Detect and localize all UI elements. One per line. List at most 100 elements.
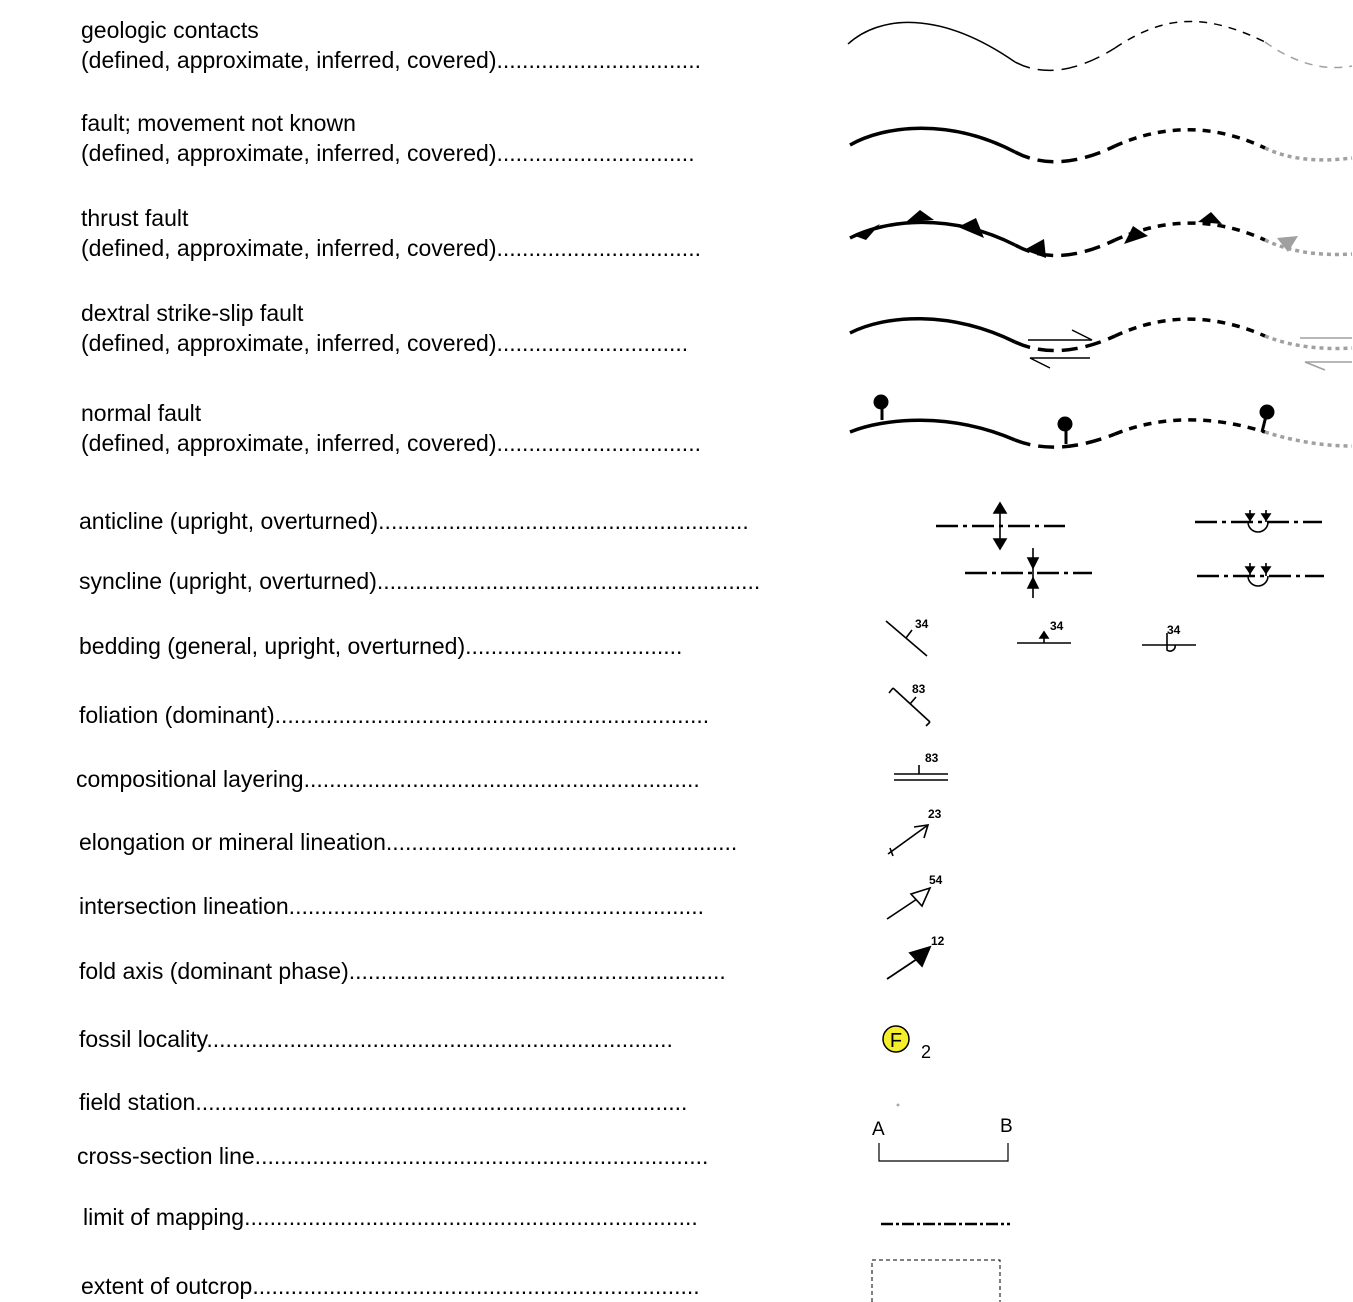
- anticline-arrows-icon: [1244, 510, 1272, 533]
- contact-approximate-line: [1014, 47, 1116, 72]
- label-fault-unknown-title: fault; movement not known: [81, 110, 356, 136]
- label-fault-unknown: fault; movement not known (defined, appr…: [81, 108, 695, 168]
- anticline-overturned-symbol: [1195, 510, 1322, 533]
- field-station-symbol: [896, 1103, 900, 1107]
- bedding-upright-symbol: 34: [1017, 619, 1071, 644]
- dextral-approximate-line: [1014, 334, 1116, 353]
- thrust-fault-symbol: [849, 210, 1353, 258]
- elongation-plunge: 23: [928, 807, 942, 821]
- label-geologic-contacts-title: geologic contacts: [81, 17, 259, 43]
- strike-slip-arrows-icon: [1028, 329, 1093, 369]
- label-dextral-fault-title: dextral strike-slip fault: [81, 300, 304, 326]
- fault-inferred-line: [1114, 128, 1266, 150]
- bedding-overturned-symbol: 34: [1142, 623, 1196, 652]
- fossil-locality-symbol: F 2: [882, 1025, 931, 1062]
- label-cross-section: cross-section line......................…: [77, 1143, 709, 1169]
- label-elongation-lineation: elongation or mineral lineation.........…: [79, 829, 738, 855]
- extent-of-outcrop-symbol: [871, 1259, 1001, 1302]
- label-bedding: bedding (general, upright, overturned)..…: [79, 633, 683, 659]
- layering-dip: 83: [925, 751, 939, 765]
- label-thrust-fault-detail: (defined, approximate, inferred, covered…: [81, 235, 701, 261]
- label-thrust-fault-title: thrust fault: [81, 205, 189, 231]
- dextral-fault-symbol: [849, 317, 1353, 371]
- normal-fault-ball-icon: [1057, 416, 1073, 444]
- foliation-dip: 83: [912, 682, 926, 696]
- thrust-teeth-icon: [1277, 236, 1298, 252]
- elongation-lineation-symbol: 23: [887, 807, 942, 857]
- label-foliation: foliation (dominant)....................…: [79, 702, 710, 728]
- fold-axis-plunge: 12: [931, 934, 945, 948]
- normal-covered-line: [1264, 430, 1353, 448]
- fault-unknown-symbol: [849, 126, 1353, 164]
- syncline-arrows-icon: [1244, 563, 1272, 587]
- syncline-arrows-icon: [1026, 548, 1040, 598]
- thrust-teeth-icon: [855, 224, 880, 240]
- thrust-teeth-icon: [1024, 239, 1046, 258]
- contact-covered-line: [1264, 41, 1353, 69]
- label-fossil-locality: fossil locality.........................…: [79, 1026, 673, 1052]
- bedding-dip-overturned: 34: [1167, 623, 1181, 637]
- label-normal-fault: normal fault (defined, approximate, infe…: [81, 398, 701, 458]
- label-dextral-fault: dextral strike-slip fault (defined, appr…: [81, 298, 688, 358]
- thrust-teeth-icon: [906, 210, 934, 222]
- thrust-covered-line: [1264, 238, 1353, 257]
- normal-approximate-line: [1014, 432, 1116, 449]
- label-syncline: syncline (upright, overturned)..........…: [79, 568, 761, 594]
- syncline-overturned-symbol: [1197, 563, 1324, 587]
- cross-section-symbol: A B: [872, 1116, 1013, 1162]
- fault-approximate-line: [1014, 144, 1116, 164]
- normal-defined-line: [849, 418, 1016, 442]
- contact-defined-line: [847, 21, 1016, 63]
- thrust-teeth-icon: [1124, 226, 1148, 244]
- label-geologic-contacts: geologic contacts (defined, approximate,…: [81, 15, 701, 75]
- thrust-teeth-icon: [1198, 212, 1222, 224]
- compositional-layering-symbol: 83: [894, 751, 948, 781]
- label-anticline: anticline (upright, overturned).........…: [79, 508, 749, 534]
- label-normal-fault-title: normal fault: [81, 400, 202, 426]
- dextral-inferred-line: [1114, 317, 1266, 338]
- geologic-contact-symbol: [847, 20, 1353, 72]
- label-field-station: field station...........................…: [79, 1089, 688, 1115]
- fossil-icon: [882, 1025, 910, 1053]
- normal-fault-ball-icon: [1259, 404, 1275, 433]
- fault-covered-line: [1264, 146, 1353, 162]
- label-extent-of-outcrop: extent of outcrop.......................…: [81, 1273, 700, 1299]
- bedding-dip-upright: 34: [1050, 619, 1064, 633]
- anticline-upright-symbol: [936, 501, 1065, 551]
- label-intersection-lineation: intersection lineation..................…: [79, 893, 705, 919]
- lineation-arrow-icon: [886, 956, 921, 980]
- contact-inferred-line: [1114, 20, 1266, 49]
- intersection-plunge: 54: [929, 873, 943, 887]
- fossil-count: 2: [921, 1042, 931, 1062]
- dextral-defined-line: [849, 317, 1016, 344]
- syncline-upright-symbol: [965, 548, 1092, 598]
- fossil-letter: F: [890, 1030, 902, 1052]
- section-start-label: A: [872, 1119, 885, 1140]
- label-fold-axis: fold axis (dominant phase)..............…: [79, 958, 726, 984]
- foliation-symbol: 83: [888, 682, 931, 727]
- lineation-arrow-icon: [887, 824, 929, 855]
- thrust-teeth-icon: [958, 218, 984, 238]
- label-geologic-contacts-detail: (defined, approximate, inferred, covered…: [81, 47, 701, 73]
- label-normal-fault-detail: (defined, approximate, inferred, covered…: [81, 430, 701, 456]
- thrust-defined-line: [849, 220, 1016, 247]
- anticline-arrows-icon: [992, 501, 1008, 551]
- intersection-lineation-symbol: 54: [886, 873, 943, 920]
- bedding-general-symbol: 34: [885, 617, 929, 657]
- label-thrust-fault: thrust fault (defined, approximate, infe…: [81, 203, 701, 263]
- normal-inferred-line: [1114, 418, 1266, 436]
- normal-fault-symbol: [849, 394, 1353, 449]
- normal-fault-ball-icon: [873, 394, 889, 420]
- bedding-dip-general: 34: [915, 617, 929, 631]
- fault-defined-line: [849, 126, 1016, 154]
- label-fault-unknown-detail: (defined, approximate, inferred, covered…: [81, 140, 695, 166]
- lineation-arrow-icon: [886, 896, 921, 920]
- strike-slip-arrows-icon: [1300, 337, 1352, 371]
- fold-axis-symbol: 12: [886, 934, 945, 980]
- label-compositional-layering: compositional layering..................…: [76, 766, 700, 792]
- section-end-label: B: [1000, 1116, 1013, 1137]
- dextral-covered-line: [1264, 334, 1353, 351]
- label-dextral-fault-detail: (defined, approximate, inferred, covered…: [81, 330, 689, 356]
- label-limit-of-mapping: limit of mapping........................…: [83, 1204, 698, 1230]
